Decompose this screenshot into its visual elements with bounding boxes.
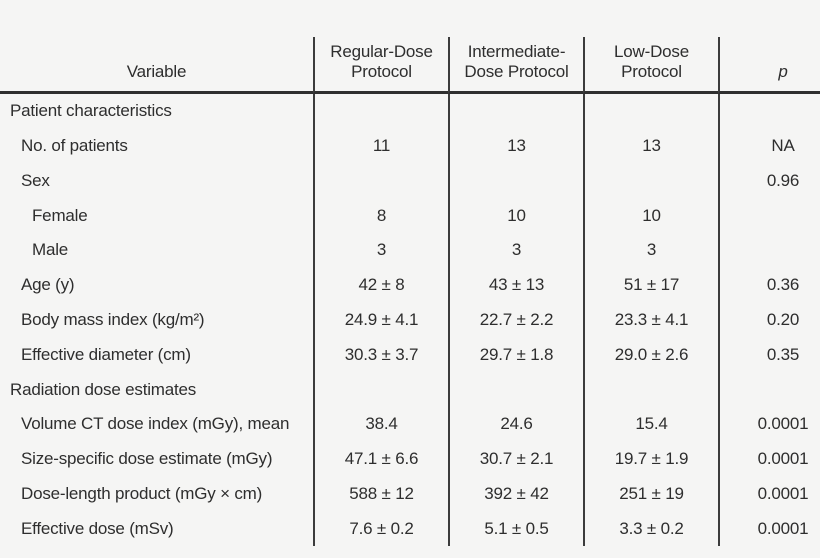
cell-intermediate: 10 <box>448 198 583 234</box>
cell-p: 0.0001 <box>718 476 820 512</box>
cell-p: 0.0001 <box>718 406 820 442</box>
column-header-p: p <box>718 37 820 94</box>
column-header-variable: Variable <box>0 37 313 94</box>
cell-regular: 47.1 ± 6.6 <box>313 441 448 477</box>
cell-low: 51 ± 17 <box>583 267 718 303</box>
cell-low: 29.0 ± 2.6 <box>583 337 718 373</box>
cell-intermediate: 3 <box>448 233 583 268</box>
cell-p: 0.36 <box>718 267 820 303</box>
cell-intermediate <box>448 163 583 199</box>
row-label: Female <box>32 205 88 225</box>
row-label: No. of patients <box>21 136 128 156</box>
row-label: Volume CT dose index (mGy), mean <box>21 414 290 434</box>
cell-regular: 7.6 ± 0.2 <box>313 511 448 546</box>
cell-low: 15.4 <box>583 406 718 442</box>
row-label: Effective diameter (cm) <box>21 344 191 364</box>
row-label: Male <box>32 240 69 260</box>
row-label: Size-specific dose estimate (mGy) <box>21 449 273 469</box>
cell-regular: 588 ± 12 <box>313 476 448 512</box>
cell-regular: 8 <box>313 198 448 234</box>
cell-p: 0.0001 <box>718 441 820 477</box>
cell-low: 13 <box>583 128 718 164</box>
cell-p: 0.35 <box>718 337 820 373</box>
cell-low <box>583 94 718 129</box>
cell-regular <box>313 94 448 129</box>
column-header-intermediate-dose: Intermediate- Dose Protocol <box>448 37 583 94</box>
cell-regular: 11 <box>313 128 448 164</box>
cell-intermediate: 5.1 ± 0.5 <box>448 511 583 546</box>
cell-low: 3.3 ± 0.2 <box>583 511 718 546</box>
cell-p: 0.20 <box>718 302 820 338</box>
row-label: Effective dose (mSv) <box>21 518 174 538</box>
cell-regular: 42 ± 8 <box>313 267 448 303</box>
cell-intermediate: 24.6 <box>448 406 583 442</box>
cell-low: 19.7 ± 1.9 <box>583 441 718 477</box>
cell-p <box>718 233 820 268</box>
cell-regular <box>313 372 448 407</box>
row-label: Body mass index (kg/m²) <box>21 309 205 329</box>
cell-p: 0.0001 <box>718 511 820 546</box>
cell-intermediate <box>448 372 583 407</box>
row-label: Sex <box>21 170 50 190</box>
cell-regular: 38.4 <box>313 406 448 442</box>
column-header-regular-dose: Regular-Dose Protocol <box>313 37 448 94</box>
cell-intermediate: 13 <box>448 128 583 164</box>
cell-intermediate: 30.7 ± 2.1 <box>448 441 583 477</box>
row-label: Dose-length product (mGy × cm) <box>21 483 263 503</box>
cell-intermediate: 43 ± 13 <box>448 267 583 303</box>
row-label: Age (y) <box>21 275 75 295</box>
column-header-low-dose: Low-Dose Protocol <box>583 37 718 94</box>
cell-intermediate: 22.7 ± 2.2 <box>448 302 583 338</box>
cell-intermediate <box>448 94 583 129</box>
cell-p <box>718 372 820 407</box>
cell-low: 3 <box>583 233 718 268</box>
cell-p: 0.96 <box>718 163 820 199</box>
cell-regular <box>313 163 448 199</box>
cell-p <box>718 198 820 234</box>
cell-intermediate: 29.7 ± 1.8 <box>448 337 583 373</box>
cell-regular: 24.9 ± 4.1 <box>313 302 448 338</box>
cell-p: NA <box>718 128 820 164</box>
cell-regular: 3 <box>313 233 448 268</box>
row-label-section: Patient characteristics <box>10 101 172 121</box>
cell-low: 23.3 ± 4.1 <box>583 302 718 338</box>
row-label-section: Radiation dose estimates <box>10 379 197 399</box>
cell-intermediate: 392 ± 42 <box>448 476 583 512</box>
cell-p <box>718 94 820 129</box>
cell-regular: 30.3 ± 3.7 <box>313 337 448 373</box>
cell-low: 251 ± 19 <box>583 476 718 512</box>
cell-low <box>583 163 718 199</box>
cell-low: 10 <box>583 198 718 234</box>
protocol-comparison-table: Variable Regular-Dose Protocol Intermedi… <box>0 37 820 546</box>
cell-low <box>583 372 718 407</box>
